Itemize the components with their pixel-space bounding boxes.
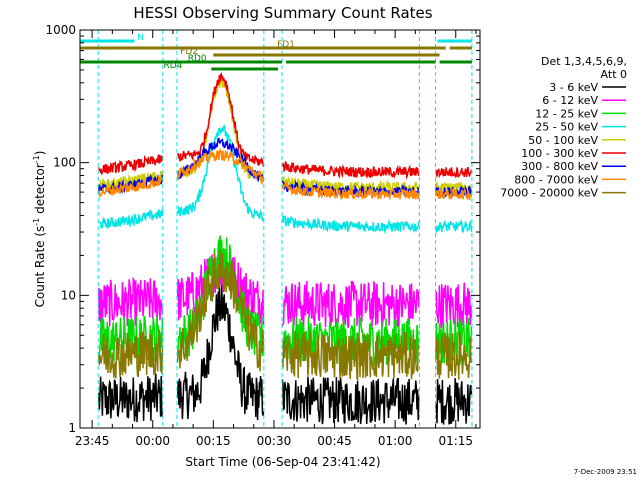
x-tick-label: 00:00 bbox=[135, 434, 170, 448]
data-gaps bbox=[97, 30, 473, 428]
legend-label: 25 - 50 keV bbox=[535, 121, 598, 134]
x-tick-label: 01:00 bbox=[378, 434, 413, 448]
series-line bbox=[98, 124, 473, 234]
y-tick-label: 100 bbox=[53, 156, 76, 170]
series-line bbox=[98, 284, 473, 425]
legend-att: Att 0 bbox=[601, 68, 627, 81]
state-label: RD4 bbox=[163, 61, 182, 71]
y-axis-label-suffix: ) bbox=[33, 151, 47, 156]
x-axis-label: Start Time (06-Sep-04 23:41:42) bbox=[185, 455, 380, 469]
y-tick-label: 1 bbox=[68, 421, 76, 435]
x-axis: 23:45 00:00 00:15 00:30 00:45 01:00 01:15 bbox=[75, 30, 477, 448]
series-line bbox=[98, 249, 473, 383]
legend-label: 3 - 6 keV bbox=[549, 81, 598, 94]
y-axis: 1 10 100 1000 bbox=[45, 23, 480, 435]
x-tick-label: 23:45 bbox=[75, 434, 110, 448]
legend-label: 12 - 25 keV bbox=[535, 107, 598, 120]
y-axis-label-sup2: -1 bbox=[32, 155, 41, 163]
y-axis-label-mid: detector bbox=[33, 163, 47, 218]
legend-label: 800 - 7000 keV bbox=[514, 173, 598, 186]
x-tick-label: 00:30 bbox=[257, 434, 292, 448]
legend-label: 100 - 300 keV bbox=[521, 147, 598, 160]
series-layer bbox=[98, 71, 473, 425]
x-tick-label: 00:15 bbox=[196, 434, 231, 448]
state-label: FD2 bbox=[180, 47, 198, 57]
series-line bbox=[98, 235, 473, 367]
y-axis-label: Count Rate (s-1 detector-1) bbox=[32, 151, 47, 308]
legend-label: 300 - 800 keV bbox=[521, 160, 598, 173]
state-label: FD1 bbox=[277, 40, 295, 50]
series-line bbox=[98, 252, 473, 329]
state-label: N bbox=[137, 33, 144, 43]
series-line bbox=[98, 71, 473, 180]
chart-title: HESSI Observing Summary Count Rates bbox=[133, 4, 432, 22]
y-tick-label: 10 bbox=[61, 288, 76, 302]
legend-label: 50 - 100 keV bbox=[528, 134, 598, 147]
date-stamp: 7-Dec-2009 23:51 bbox=[574, 468, 637, 476]
legend-label: 7000 - 20000 keV bbox=[500, 187, 598, 200]
series-line bbox=[98, 137, 472, 200]
plot-frame bbox=[79, 29, 481, 429]
x-tick-label: 00:45 bbox=[317, 434, 352, 448]
y-axis-label-prefix: Count Rate (s bbox=[33, 226, 47, 308]
x-tick-label: 01:15 bbox=[438, 434, 473, 448]
state-label: RD0 bbox=[188, 54, 207, 64]
series-line bbox=[98, 147, 473, 202]
legend-label: 6 - 12 keV bbox=[542, 94, 598, 107]
y-tick-label: 1000 bbox=[45, 23, 76, 37]
legend-header: Det 1,3,4,5,6,9, bbox=[541, 55, 627, 68]
y-axis-label-sup1: -1 bbox=[32, 218, 41, 226]
